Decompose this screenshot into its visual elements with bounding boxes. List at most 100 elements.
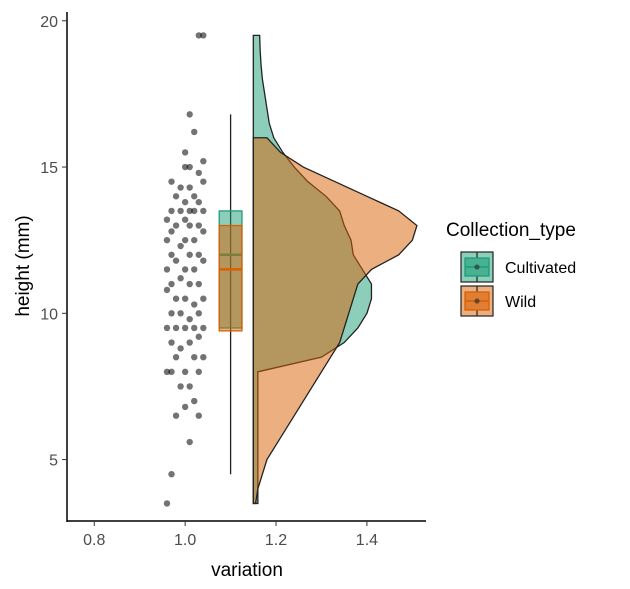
data-point [191, 236, 198, 244]
density-wild [252, 137, 418, 505]
legend: Collection_type Cultivated Wild [446, 220, 576, 317]
data-point [172, 324, 180, 332]
data-point [186, 383, 193, 390]
data-point [191, 301, 198, 308]
data-point [168, 251, 175, 258]
data-point [163, 324, 171, 332]
data-point [181, 266, 189, 273]
data-point [181, 149, 189, 156]
plot-area [163, 32, 418, 507]
data-point [172, 353, 180, 361]
data-point [163, 216, 171, 223]
data-point [168, 178, 175, 185]
data-point [177, 383, 184, 390]
data-point [177, 207, 184, 215]
legend-key-point [474, 298, 480, 304]
y-axis-title: height (mm) [13, 215, 34, 316]
data-point [181, 163, 189, 171]
y-tick-label: 20 [40, 14, 58, 31]
data-point [172, 222, 180, 229]
data-point [186, 251, 193, 258]
data-point [181, 324, 189, 332]
data-point [186, 222, 193, 229]
data-point [186, 163, 193, 171]
data-point [195, 32, 202, 39]
data-point [168, 228, 175, 235]
data-point [200, 157, 207, 165]
y-tick-label: 5 [49, 453, 58, 470]
data-point [181, 216, 189, 223]
legend-keys [460, 251, 494, 317]
data-point [195, 368, 202, 376]
data-point [195, 169, 202, 177]
data-point [200, 295, 207, 302]
data-point [168, 470, 175, 478]
data-point [181, 198, 189, 206]
data-point [163, 500, 171, 507]
data-point [200, 32, 207, 39]
legend-key-wild [460, 285, 494, 317]
x-tick-label: 1.4 [356, 532, 378, 549]
data-point [163, 286, 171, 294]
data-point [186, 207, 193, 215]
x-tick-label: 1.0 [174, 532, 196, 549]
data-point [181, 236, 189, 244]
data-point [168, 310, 175, 317]
data-point [195, 198, 202, 206]
data-point [181, 368, 189, 376]
data-point [195, 251, 202, 258]
data-point [186, 315, 193, 323]
data-point [200, 353, 207, 361]
legend-label-wild: Wild [505, 294, 536, 311]
data-point [200, 324, 207, 332]
data-point [195, 222, 202, 229]
box-wild [218, 224, 243, 332]
data-point [191, 353, 198, 361]
data-point [195, 412, 202, 419]
data-point [177, 184, 184, 191]
data-point [168, 339, 175, 346]
data-point [200, 257, 207, 264]
data-point [195, 333, 202, 340]
data-point [172, 257, 180, 264]
x-tick-label: 1.2 [265, 532, 287, 549]
data-point [200, 228, 207, 235]
data-point [191, 128, 198, 136]
data-point [191, 266, 198, 273]
data-point [186, 280, 193, 288]
legend-key-point [474, 264, 480, 270]
data-point [200, 207, 207, 215]
data-point [181, 295, 189, 302]
data-point [195, 280, 202, 288]
data-point [177, 275, 184, 282]
data-point [163, 236, 171, 244]
data-point [172, 295, 180, 302]
data-point [200, 178, 207, 185]
x-tick-label: 0.8 [83, 532, 105, 549]
data-point [181, 403, 189, 411]
legend-title: Collection_type [446, 220, 576, 241]
data-point [168, 368, 175, 376]
y-tick-label: 10 [40, 306, 58, 323]
y-tick-label: 15 [40, 160, 58, 177]
data-point [168, 280, 175, 288]
data-point [191, 324, 198, 332]
data-point [191, 397, 198, 405]
x-axis-title: variation [211, 560, 283, 581]
data-point [177, 310, 184, 317]
data-point [195, 310, 202, 317]
data-point [163, 368, 171, 376]
data-point [186, 111, 193, 118]
data-point [177, 242, 184, 250]
data-point [168, 207, 175, 215]
legend-label-cultivated: Cultivated [505, 260, 576, 277]
data-point [191, 193, 198, 200]
data-point [172, 193, 180, 200]
data-point [172, 412, 180, 419]
data-point [163, 266, 171, 273]
data-point [186, 438, 193, 446]
data-point [177, 345, 184, 352]
axes: 0.8 1.0 1.2 1.4 5 10 15 20 [40, 14, 378, 549]
legend-key-cultivated [460, 251, 494, 283]
